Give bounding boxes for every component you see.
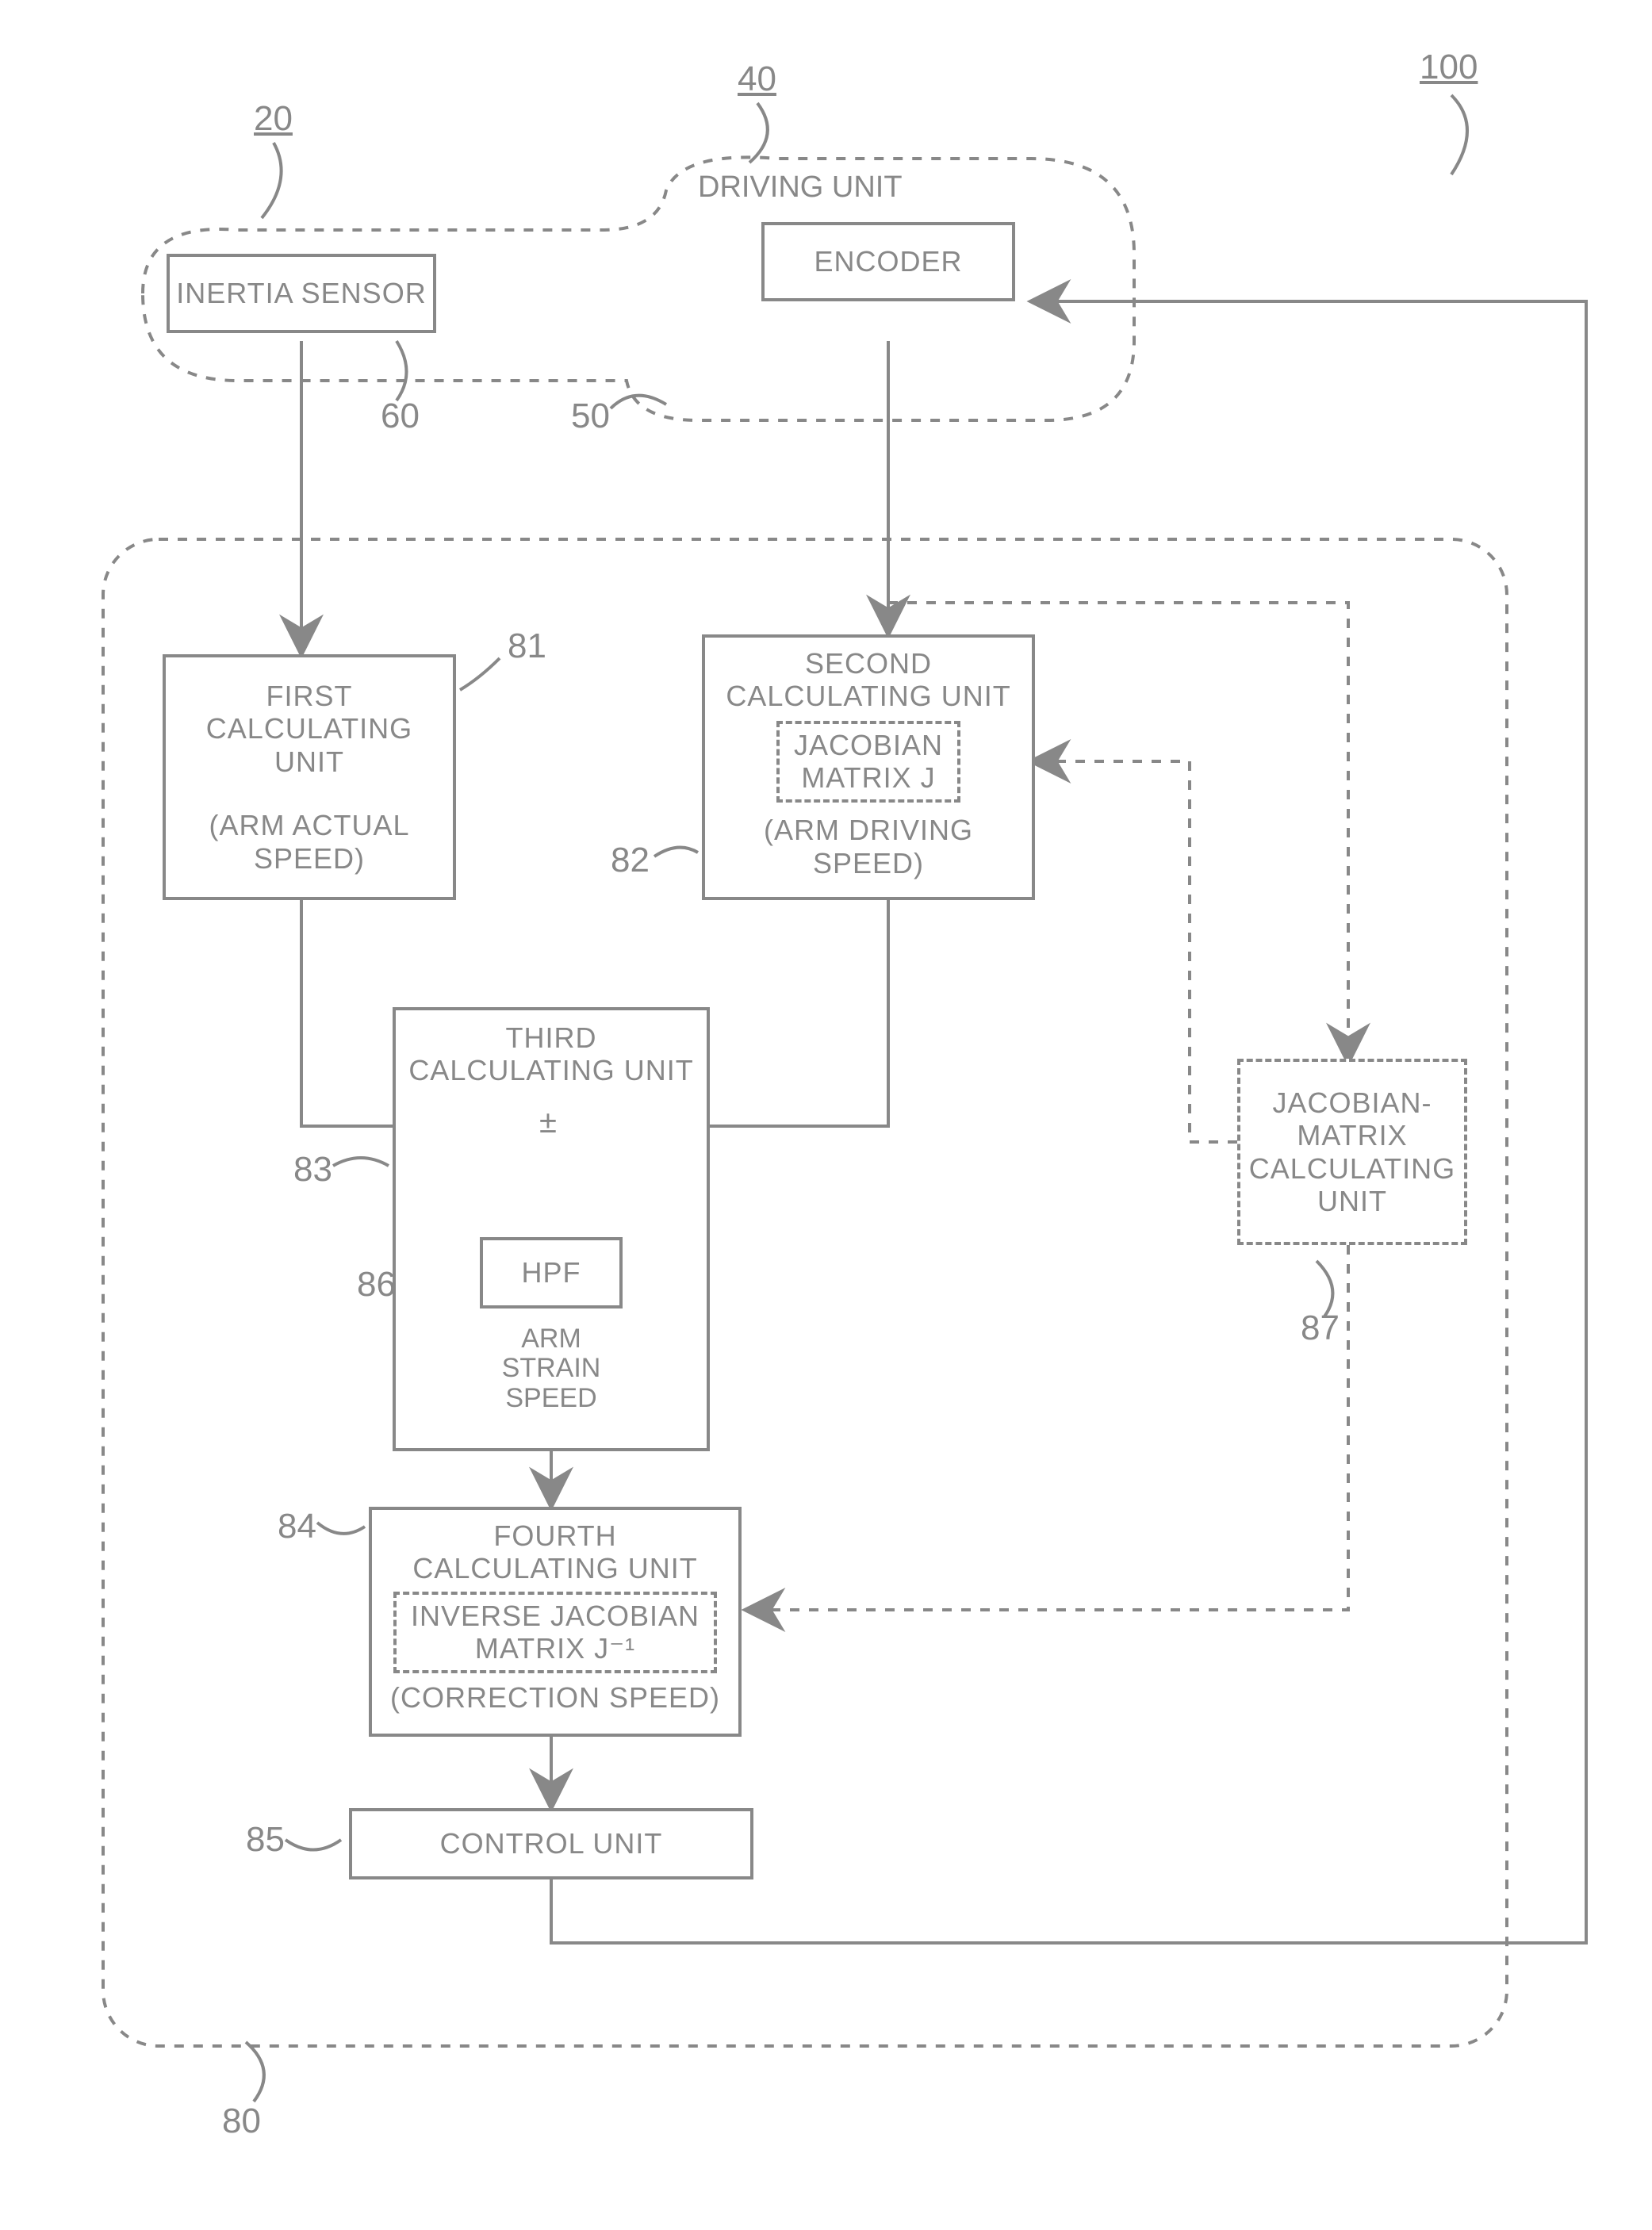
b82-in1: JACOBIAN (794, 729, 943, 761)
diagram-canvas: 100 20 40 60 50 80 81 82 83 84 85 86 87 … (0, 0, 1652, 2230)
block-84-inner-invjac: INVERSE JACOBIAN MATRIX J⁻¹ (393, 1592, 717, 1673)
b81-l1: FIRST (266, 680, 353, 712)
leader-20 (262, 143, 282, 218)
leader-80 (246, 2042, 264, 2102)
encoder-block: ENCODER (761, 222, 1015, 301)
block-82-title: SECOND CALCULATING UNIT (726, 647, 1010, 713)
ref-85: 85 (246, 1820, 285, 1860)
leader-82 (654, 848, 698, 856)
inertia-sensor-text: INERTIA SENSOR (176, 277, 426, 310)
leader-100 (1451, 95, 1467, 174)
b83-o2: STRAIN (502, 1354, 601, 1383)
leader-81 (460, 658, 500, 690)
block-82: SECOND CALCULATING UNIT JACOBIAN MATRIX … (702, 634, 1035, 900)
b82-l2: CALCULATING UNIT (726, 680, 1010, 712)
b84-l1: FOURTH (493, 1519, 616, 1552)
pm-symbol: ± (539, 1105, 557, 1140)
ref-100: 100 (1420, 48, 1478, 87)
block-82-inner-jacobian: JACOBIAN MATRIX J (776, 721, 960, 803)
ref-86: 86 (357, 1265, 396, 1305)
b84-l3: (CORRECTION SPEED) (390, 1681, 720, 1715)
arrow-87-to-82 (1031, 761, 1237, 1142)
b87-l4: UNIT (1317, 1185, 1387, 1217)
leader-40 (749, 103, 768, 163)
encoder-text: ENCODER (814, 245, 962, 278)
b82-in2: MATRIX J (801, 761, 935, 794)
ref-80: 80 (222, 2102, 261, 2141)
block-84: FOURTH CALCULATING UNIT INVERSE JACOBIAN… (369, 1507, 742, 1737)
arm-strain-speed-label: ARM STRAIN SPEED (492, 1324, 611, 1413)
b85-text: CONTROL UNIT (440, 1827, 663, 1860)
b84-in2: MATRIX J⁻¹ (475, 1632, 635, 1665)
b84-l2: CALCULATING UNIT (412, 1552, 697, 1584)
ref-82: 82 (611, 841, 650, 880)
b87-l3: CALCULATING (1249, 1152, 1455, 1185)
block-81: FIRST CALCULATING UNIT (ARM ACTUAL SPEED… (163, 654, 456, 900)
block-87: JACOBIAN- MATRIX CALCULATING UNIT (1237, 1059, 1467, 1245)
leader-50 (611, 396, 666, 408)
block-85: CONTROL UNIT (349, 1808, 753, 1879)
b83-l2: CALCULATING UNIT (408, 1054, 693, 1086)
b81-l3: (ARM ACTUAL SPEED) (172, 809, 447, 875)
ref-20: 20 (254, 99, 293, 139)
ref-81: 81 (508, 626, 546, 666)
arrow-87-to-84 (746, 1245, 1348, 1610)
b82-l1: SECOND (805, 647, 932, 680)
b83-l1: THIRD (506, 1021, 597, 1054)
leader-85 (286, 1840, 341, 1850)
hpf-block: HPF (480, 1237, 623, 1308)
ref-60: 60 (381, 397, 420, 436)
b81-l2: CALCULATING UNIT (172, 712, 447, 778)
block-84-title: FOURTH CALCULATING UNIT (412, 1519, 697, 1585)
ref-50: 50 (571, 397, 610, 436)
b87-l1: JACOBIAN- (1272, 1086, 1432, 1119)
leader-84 (317, 1523, 365, 1534)
ref-84: 84 (278, 1507, 316, 1546)
ref-87: 87 (1301, 1308, 1340, 1348)
ref-83: 83 (293, 1150, 332, 1190)
inertia-sensor-block: INERTIA SENSOR (167, 254, 436, 333)
leader-83 (333, 1158, 389, 1166)
ref-40: 40 (738, 59, 776, 99)
hpf-text: HPF (522, 1256, 581, 1289)
b83-o3: SPEED (505, 1384, 596, 1413)
b83-o1: ARM (521, 1324, 581, 1354)
b87-l2: MATRIX (1297, 1119, 1407, 1151)
block-81-title: FIRST CALCULATING UNIT (172, 680, 447, 778)
b82-l3: (ARM DRIVING SPEED) (711, 814, 1025, 880)
b84-in1: INVERSE JACOBIAN (411, 1600, 700, 1632)
driving-unit-label: DRIVING UNIT (698, 171, 903, 205)
leader-60 (397, 341, 407, 400)
block-83-title: THIRD CALCULATING UNIT (402, 1021, 700, 1087)
